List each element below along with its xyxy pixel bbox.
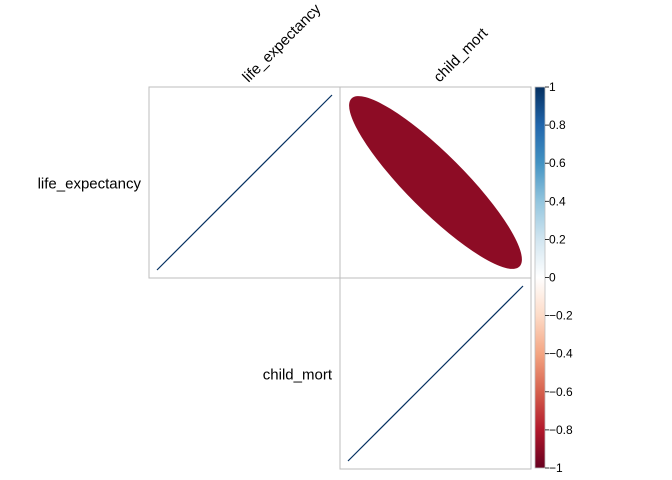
col-label-life_expectancy: life_expectancy	[239, 0, 324, 85]
colorbar-tick-label: 0.4	[549, 194, 566, 208]
colorbar-gradient	[534, 86, 546, 469]
glyph-child_mort-child_mort	[347, 285, 524, 462]
colorbar-tick-label: 0.8	[549, 118, 566, 132]
glyph-life_expectancy-child_mort	[349, 96, 522, 269]
colorbar-tick-label: −0.6	[549, 385, 573, 399]
correlation-cells	[148, 86, 532, 470]
color-legend: 1 0.8 0.6 0.4 0.2 0 −0.2 −0.4 −0.6 −0.8 −1	[534, 80, 573, 475]
row-label-life_expectancy: life_expectancy	[38, 176, 142, 193]
colorbar-tick-label: 0.6	[549, 156, 566, 170]
row-label-child_mort: child_mort	[263, 367, 333, 384]
colorbar-tick-label: 1	[549, 80, 556, 94]
colorbar-tick-label: 0	[549, 271, 556, 285]
glyph-life_expectancy-life_expectancy	[156, 94, 333, 271]
colorbar-tick-label: −0.8	[549, 423, 573, 437]
colorbar-tick-label: −0.4	[549, 347, 573, 361]
colorbar-tick-label: −0.2	[549, 309, 573, 323]
col-label-child_mort: child_mort	[430, 24, 492, 86]
colorbar-tick-label: 0.2	[549, 232, 566, 246]
colorbar-tick-label: −1	[549, 461, 563, 475]
